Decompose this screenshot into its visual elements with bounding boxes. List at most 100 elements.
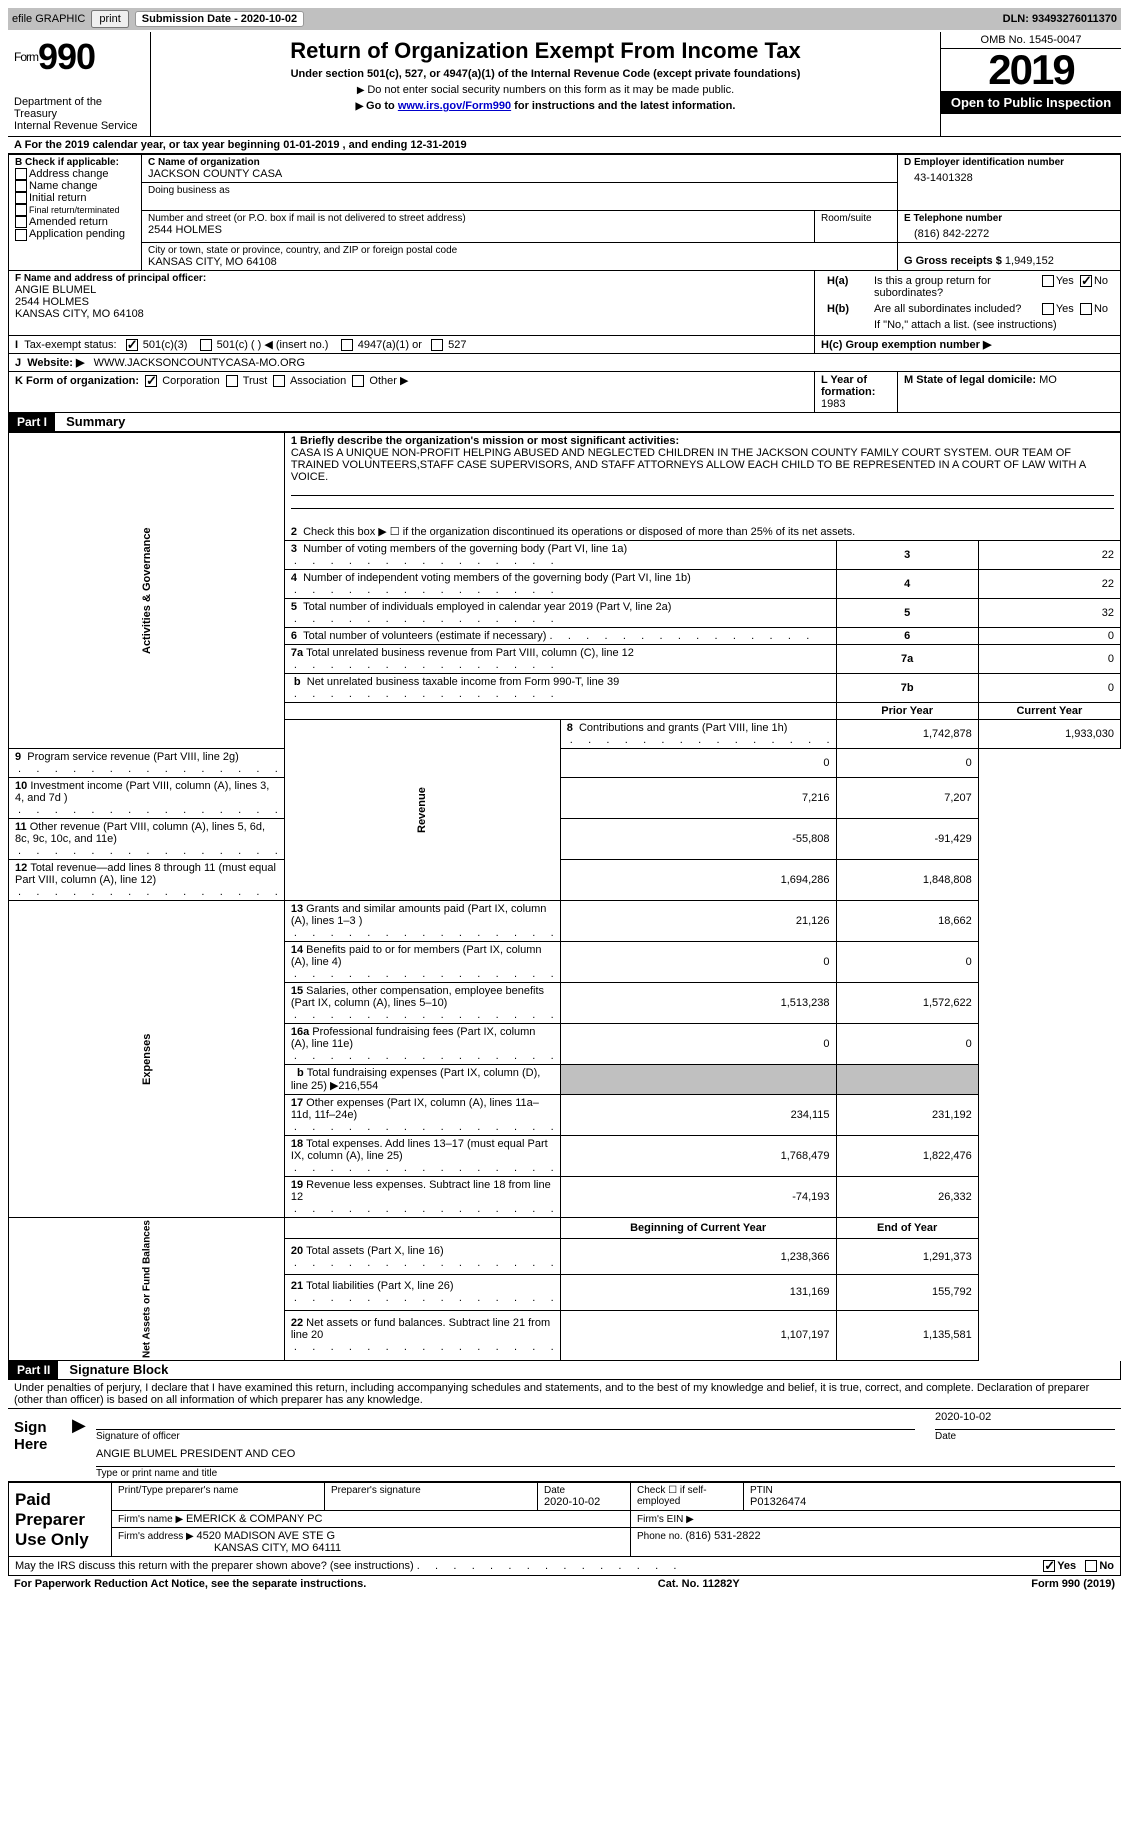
footer: For Paperwork Reduction Act Notice, see …: [8, 1576, 1121, 1592]
cb-ha-no[interactable]: [1080, 275, 1092, 287]
irs-link[interactable]: www.irs.gov/Form990: [398, 100, 511, 112]
officer-name: ANGIE BLUMEL: [15, 284, 808, 296]
form-number: 990: [38, 36, 95, 77]
h-if-no: If "No," attach a list. (see instruction…: [868, 317, 1114, 333]
pp-addr-1: 4520 MADISON AVE STE G: [197, 1530, 336, 1542]
sub-title-1: Under section 501(c), 527, or 4947(a)(1)…: [157, 68, 934, 80]
m-label: M State of legal domicile:: [904, 374, 1039, 386]
footer-left: For Paperwork Reduction Act Notice, see …: [14, 1578, 366, 1590]
part1-header: Part I: [9, 413, 55, 431]
c-name-label: C Name of organization: [148, 157, 891, 168]
cb-initial-return[interactable]: [15, 192, 27, 204]
pp-date-val: 2020-10-02: [544, 1496, 624, 1508]
sign-here-row: Sign Here ▶ Signature of officer 2020-10…: [8, 1409, 1121, 1482]
submission-date: Submission Date - 2020-10-02: [135, 11, 304, 27]
cb-4947[interactable]: [341, 339, 353, 351]
cb-pending[interactable]: [15, 229, 27, 241]
tax-year: 2019: [941, 49, 1121, 91]
sig-officer-label: Signature of officer: [96, 1431, 915, 1442]
sig-date-val: 2020-10-02: [935, 1411, 1115, 1430]
sig-name-val: ANGIE BLUMEL PRESIDENT AND CEO: [96, 1448, 1115, 1467]
cb-discuss-no[interactable]: [1085, 1560, 1097, 1572]
pp-phone-label: Phone no.: [637, 1531, 685, 1542]
city-label: City or town, state or province, country…: [148, 245, 891, 256]
pp-addr-label: Firm's address ▶: [118, 1531, 197, 1542]
sig-name-label: Type or print name and title: [96, 1468, 1115, 1479]
sign-here-label: Sign Here: [8, 1409, 72, 1481]
pp-addr-2: KANSAS CITY, MO 64111: [118, 1542, 341, 1554]
part2-title: Signature Block: [61, 1362, 168, 1377]
k-label: K Form of organization:: [15, 375, 139, 387]
form-word: Form: [14, 50, 38, 64]
pp-ein-label: Firm's EIN ▶: [637, 1514, 694, 1525]
pp-firm-label: Firm's name ▶: [118, 1514, 186, 1525]
topbar: efile GRAPHIC print Submission Date - 20…: [8, 8, 1121, 30]
mission-text: CASA IS A UNIQUE NON-PROFIT HELPING ABUS…: [291, 447, 1086, 483]
room-label: Room/suite: [821, 213, 891, 224]
pp-check-label: Check ☐ if self-employed: [631, 1483, 744, 1511]
line-b-label: B Check if applicable:: [15, 157, 135, 168]
dba-label: Doing business as: [148, 185, 891, 196]
pp-date-label: Date: [544, 1485, 624, 1496]
footer-right: Form 990 (2019): [1031, 1578, 1115, 1590]
org-name: JACKSON COUNTY CASA: [148, 168, 891, 180]
goto-suffix: for instructions and the latest informat…: [511, 100, 735, 112]
cb-527[interactable]: [431, 339, 443, 351]
part1-title: Summary: [58, 414, 125, 429]
cb-501c3[interactable]: [126, 339, 138, 351]
website-value: WWW.JACKSONCOUNTYCASA-MO.ORG: [94, 357, 305, 369]
cb-501c[interactable]: [200, 339, 212, 351]
cb-hb-no[interactable]: [1080, 303, 1092, 315]
sec-expenses: Expenses: [9, 901, 285, 1218]
dept-irs: Internal Revenue Service: [14, 120, 144, 132]
end-year-header: End of Year: [836, 1218, 978, 1239]
cb-other[interactable]: [352, 375, 364, 387]
part2-header: Part II: [9, 1361, 58, 1379]
cb-discuss-yes[interactable]: [1043, 1560, 1055, 1572]
current-year-header: Current Year: [978, 703, 1120, 720]
print-button[interactable]: print: [91, 10, 128, 28]
sec-activities: Activities & Governance: [9, 433, 285, 749]
pp-ptin-label: PTIN: [750, 1485, 1114, 1496]
cb-address-change[interactable]: [15, 168, 27, 180]
cb-assoc[interactable]: [273, 375, 285, 387]
jurat-text: Under penalties of perjury, I declare th…: [8, 1380, 1121, 1409]
line1-label: 1 Briefly describe the organization's mi…: [291, 435, 679, 447]
begin-year-header: Beginning of Current Year: [560, 1218, 836, 1239]
city-value: KANSAS CITY, MO 64108: [148, 256, 891, 268]
form-header: Form990 Department of the Treasury Inter…: [8, 32, 1121, 137]
sec-revenue: Revenue: [284, 720, 560, 901]
entity-table: B Check if applicable: Address change Na…: [8, 154, 1121, 413]
cb-corp[interactable]: [145, 375, 157, 387]
sub-title-2: Do not enter social security numbers on …: [157, 84, 934, 96]
pp-ptin-val: P01326474: [750, 1496, 1114, 1508]
line2-text: Check this box ▶ ☐ if the organization d…: [303, 526, 855, 538]
goto-prefix: Go to: [356, 100, 398, 112]
state-domicile: MO: [1039, 374, 1057, 386]
cb-amended[interactable]: [15, 216, 27, 228]
cb-ha-yes[interactable]: [1042, 275, 1054, 287]
cb-final-return[interactable]: [15, 204, 27, 216]
year-formation: 1983: [821, 398, 845, 410]
sig-date-label: Date: [935, 1431, 1115, 1442]
cb-name-change[interactable]: [15, 180, 27, 192]
j-label: Website: ▶: [27, 357, 84, 369]
officer-addr2: KANSAS CITY, MO 64108: [15, 308, 808, 320]
line-a-period: A For the 2019 calendar year, or tax yea…: [8, 137, 1121, 154]
d-ein-label: D Employer identification number: [904, 157, 1114, 168]
footer-mid: Cat. No. 11282Y: [658, 1578, 740, 1590]
f-officer-label: F Name and address of principal officer:: [15, 273, 808, 284]
pp-firm-val: EMERICK & COMPANY PC: [186, 1513, 323, 1525]
discuss-text: May the IRS discuss this return with the…: [15, 1560, 1033, 1572]
sec-netassets: Net Assets or Fund Balances: [9, 1218, 285, 1361]
cb-trust[interactable]: [226, 375, 238, 387]
prior-year-header: Prior Year: [836, 703, 978, 720]
addr-label: Number and street (or P.O. box if mail i…: [148, 213, 808, 224]
paid-preparer-table: Paid Preparer Use Only Print/Type prepar…: [8, 1482, 1121, 1557]
cb-hb-yes[interactable]: [1042, 303, 1054, 315]
e-phone-label: E Telephone number: [904, 213, 1114, 224]
dept-treasury: Department of the Treasury: [14, 96, 144, 120]
pp-name-label: Print/Type preparer's name: [118, 1485, 318, 1496]
efile-label: efile GRAPHIC: [12, 13, 85, 25]
officer-addr1: 2544 HOLMES: [15, 296, 808, 308]
